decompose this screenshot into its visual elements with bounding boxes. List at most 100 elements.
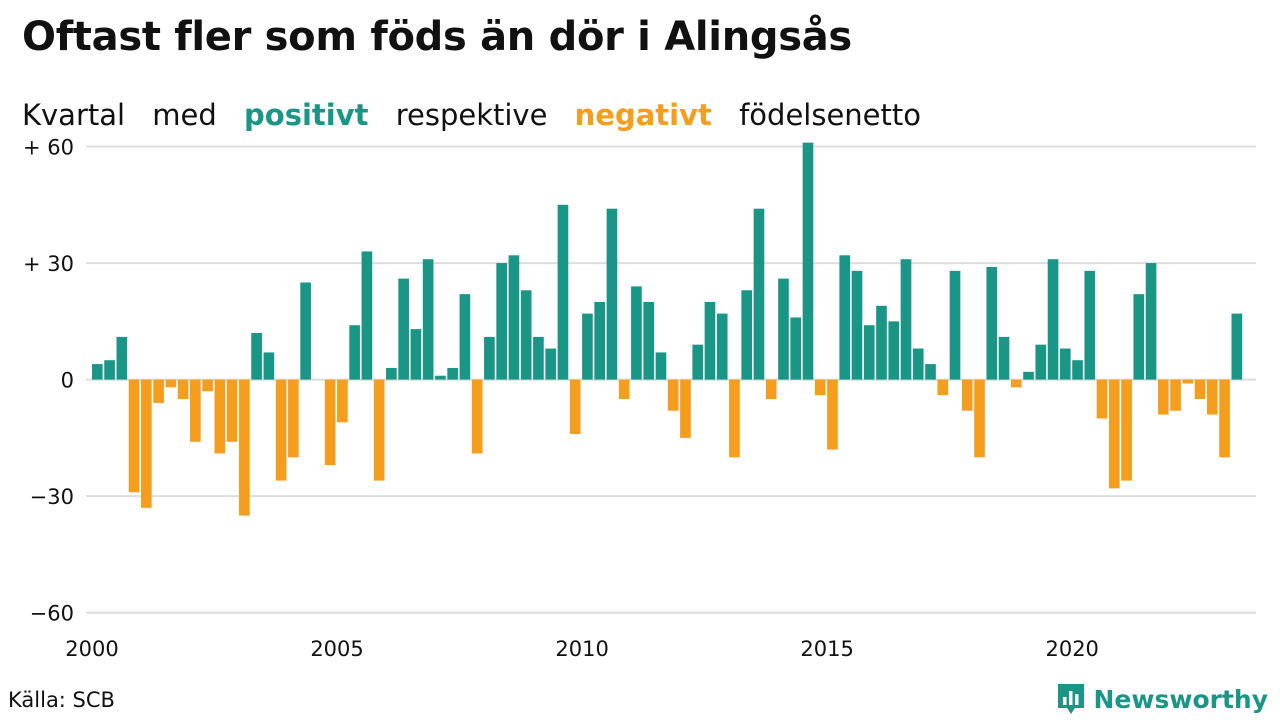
bar-positive bbox=[545, 348, 556, 380]
bar-positive bbox=[484, 336, 495, 380]
bar-positive bbox=[300, 282, 311, 380]
bar-positive bbox=[459, 294, 471, 380]
bar-negative bbox=[141, 379, 152, 508]
bar-positive bbox=[998, 336, 1010, 380]
bar-positive bbox=[716, 313, 728, 380]
bar-positive bbox=[1133, 294, 1145, 380]
bar-positive bbox=[778, 278, 789, 380]
bar-positive bbox=[116, 336, 128, 380]
bar-positive bbox=[986, 266, 998, 380]
bar-positive bbox=[496, 263, 507, 380]
bar-negative bbox=[618, 379, 630, 400]
bar-positive bbox=[422, 259, 434, 380]
bar-positive bbox=[863, 325, 875, 380]
bar-positive bbox=[839, 255, 851, 380]
bar-negative bbox=[667, 379, 679, 411]
bar-positive bbox=[631, 286, 642, 380]
x-tick-label: 2020 bbox=[1045, 637, 1098, 661]
bar-negative bbox=[128, 379, 140, 493]
bar-positive bbox=[753, 208, 765, 380]
bar-positive bbox=[1059, 348, 1071, 380]
bar-positive bbox=[741, 290, 753, 380]
bar-negative bbox=[974, 379, 985, 458]
subtitle-word-respektive: respektive bbox=[395, 98, 548, 132]
bar-negative bbox=[1206, 379, 1218, 415]
bar-negative bbox=[1010, 379, 1022, 388]
x-tick-label: 2015 bbox=[800, 637, 853, 661]
bar-negative bbox=[1182, 379, 1194, 384]
bar-positive bbox=[533, 336, 544, 380]
bar-negative bbox=[239, 379, 250, 516]
bar-negative bbox=[765, 379, 777, 400]
bar-positive bbox=[851, 270, 863, 380]
bar-negative bbox=[1121, 379, 1132, 481]
subtitle-word-fodelsenetto: födelsenetto bbox=[739, 98, 921, 132]
bar-chart-logo-icon bbox=[1057, 684, 1084, 714]
bar-negative bbox=[275, 379, 287, 481]
legend-negative-label: negativt bbox=[574, 98, 712, 132]
bar-positive bbox=[1047, 259, 1059, 380]
bar-positive bbox=[606, 208, 618, 380]
bar-positive bbox=[104, 360, 115, 380]
bar-negative bbox=[324, 379, 336, 466]
bar-positive bbox=[1072, 360, 1083, 380]
x-tick-label: 2000 bbox=[65, 637, 118, 661]
bar-negative bbox=[729, 379, 740, 458]
bar-negative bbox=[827, 379, 838, 450]
bar-positive bbox=[655, 352, 667, 380]
bar-positive bbox=[447, 367, 458, 380]
bar-positive bbox=[508, 255, 520, 380]
chart-title: Oftast fler som föds än dör i Alingsås bbox=[22, 14, 852, 60]
bar-positive bbox=[888, 321, 900, 380]
chart-subtitle: Kvartal med positivt respektive negativt… bbox=[22, 98, 939, 132]
bar-negative bbox=[569, 379, 581, 434]
bar-positive bbox=[557, 204, 569, 380]
bar-positive bbox=[900, 259, 912, 380]
bar-negative bbox=[373, 379, 385, 481]
brand-name: Newsworthy bbox=[1093, 684, 1269, 714]
bar-positive bbox=[692, 344, 704, 380]
bar-positive bbox=[643, 301, 655, 380]
bar-negative bbox=[202, 379, 213, 392]
bar-positive bbox=[398, 278, 409, 380]
bar-negative bbox=[961, 379, 973, 411]
bar-positive bbox=[949, 270, 961, 380]
bar-positive bbox=[912, 348, 924, 380]
legend-positive-label: positivt bbox=[244, 98, 369, 132]
bar-negative bbox=[337, 379, 348, 423]
bar-positive bbox=[349, 325, 360, 380]
bar-positive bbox=[361, 251, 373, 380]
bar-positive bbox=[704, 301, 716, 380]
bar-positive bbox=[386, 367, 397, 380]
bar-negative bbox=[1170, 379, 1181, 411]
bar-negative bbox=[165, 379, 177, 388]
bar-negative bbox=[177, 379, 189, 400]
x-tick-label: 2005 bbox=[310, 637, 363, 661]
y-tick-label: −60 bbox=[30, 602, 74, 626]
subtitle-word-med: med bbox=[152, 98, 217, 132]
bar-positive bbox=[1084, 270, 1096, 380]
bar-negative bbox=[1194, 379, 1206, 400]
y-tick-label: + 60 bbox=[23, 136, 74, 160]
bars bbox=[92, 142, 1243, 516]
bar-positive bbox=[582, 313, 593, 380]
bar-positive bbox=[520, 290, 532, 380]
bar-negative bbox=[153, 379, 164, 403]
bar-positive bbox=[410, 329, 422, 380]
bar-negative bbox=[1157, 379, 1169, 415]
y-tick-label: 0 bbox=[61, 369, 74, 393]
bar-positive bbox=[1035, 344, 1047, 380]
bar-positive bbox=[1231, 313, 1243, 380]
bar-negative bbox=[1108, 379, 1120, 489]
bar-chart: + 60 + 30 0 −30 −60 2000 2005 2010 2015 2020 bbox=[23, 136, 1256, 661]
bar-negative bbox=[1219, 379, 1230, 458]
subtitle-word-kvartal: Kvartal bbox=[22, 98, 126, 132]
bar-positive bbox=[790, 317, 802, 380]
bar-positive bbox=[876, 305, 887, 380]
source-note: Källa: SCB bbox=[8, 688, 115, 712]
y-tick-label: −30 bbox=[30, 485, 74, 509]
y-axis-ticks: + 60 + 30 0 −30 −60 bbox=[23, 136, 74, 626]
bar-negative bbox=[680, 379, 691, 438]
bar-negative bbox=[288, 379, 299, 458]
bar-positive bbox=[263, 352, 275, 380]
